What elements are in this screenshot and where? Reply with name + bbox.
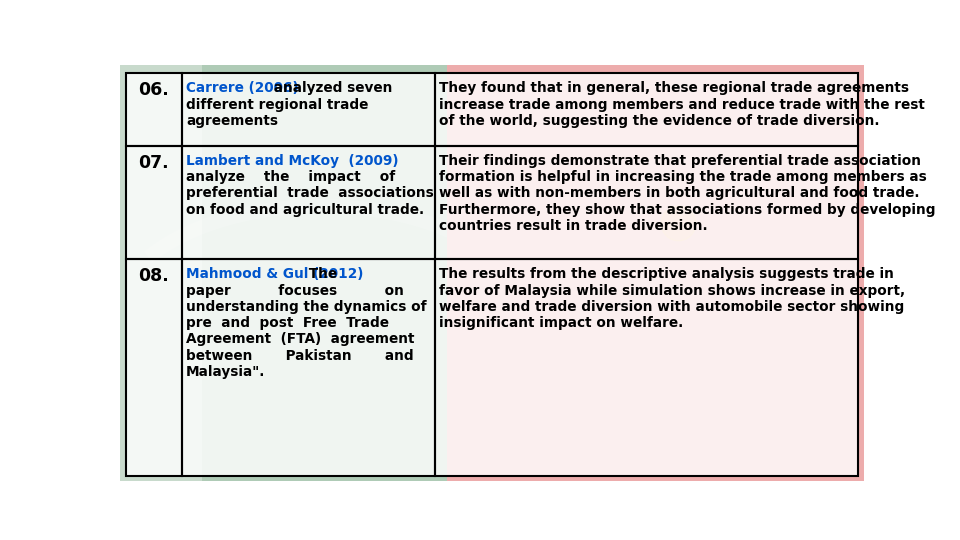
Bar — [435, 259, 858, 476]
Text: 06.: 06. — [138, 82, 169, 99]
Text: Furthermore, they show that associations formed by developing: Furthermore, they show that associations… — [439, 202, 936, 217]
Text: Mahmood & Gul (2012): Mahmood & Gul (2012) — [186, 267, 364, 281]
Bar — [126, 146, 181, 259]
Bar — [126, 259, 181, 476]
Text: Agreement  (FTA)  agreement: Agreement (FTA) agreement — [186, 332, 415, 346]
Text: different regional trade: different regional trade — [186, 98, 369, 112]
Text: insignificant impact on welfare.: insignificant impact on welfare. — [439, 316, 684, 330]
Bar — [126, 73, 181, 146]
Bar — [126, 73, 181, 146]
Text: analyze    the    impact    of: analyze the impact of — [186, 170, 396, 184]
Bar — [435, 73, 858, 146]
Text: agreements: agreements — [186, 114, 278, 128]
Bar — [181, 73, 435, 146]
Bar — [181, 259, 435, 476]
Text: analyzed seven: analyzed seven — [269, 82, 393, 96]
Text: Lambert and McKoy  (2009): Lambert and McKoy (2009) — [186, 154, 398, 168]
Text: The: The — [304, 267, 338, 281]
Bar — [181, 73, 435, 146]
Bar — [126, 146, 181, 259]
Bar — [181, 259, 435, 476]
Bar — [435, 259, 858, 476]
Bar — [435, 146, 858, 259]
Bar — [181, 146, 435, 259]
Text: preferential  trade  associations: preferential trade associations — [186, 186, 434, 200]
Bar — [120, 65, 202, 481]
Text: formation is helpful in increasing the trade among members as: formation is helpful in increasing the t… — [439, 170, 927, 184]
Text: The results from the descriptive analysis suggests trade in: The results from the descriptive analysi… — [439, 267, 894, 281]
Bar — [126, 259, 181, 476]
Text: pre  and  post  Free  Trade: pre and post Free Trade — [186, 316, 389, 330]
Bar — [120, 65, 447, 481]
Bar — [435, 73, 858, 146]
Text: Carrere (2006): Carrere (2006) — [186, 82, 299, 96]
Bar — [447, 65, 864, 481]
Text: 08.: 08. — [138, 267, 169, 285]
Text: favor of Malaysia while simulation shows increase in export,: favor of Malaysia while simulation shows… — [439, 284, 905, 298]
Text: increase trade among members and reduce trade with the rest: increase trade among members and reduce … — [439, 98, 925, 112]
Text: Malaysia".: Malaysia". — [186, 365, 266, 379]
Text: of the world, suggesting the evidence of trade diversion.: of the world, suggesting the evidence of… — [439, 114, 879, 128]
Text: paper          focuses          on: paper focuses on — [186, 284, 404, 298]
Text: well as with non-members in both agricultural and food trade.: well as with non-members in both agricul… — [439, 186, 920, 200]
Text: welfare and trade diversion with automobile sector showing: welfare and trade diversion with automob… — [439, 300, 904, 314]
Bar — [435, 146, 858, 259]
Text: They found that in general, these regional trade agreements: They found that in general, these region… — [439, 82, 909, 96]
Text: countries result in trade diversion.: countries result in trade diversion. — [439, 219, 708, 233]
Text: Their findings demonstrate that preferential trade association: Their findings demonstrate that preferen… — [439, 154, 922, 168]
Bar — [181, 146, 435, 259]
Text: 07.: 07. — [138, 154, 169, 172]
Text: between       Pakistan       and: between Pakistan and — [186, 349, 414, 362]
Text: understanding the dynamics of: understanding the dynamics of — [186, 300, 427, 314]
Text: on food and agricultural trade.: on food and agricultural trade. — [186, 202, 424, 217]
